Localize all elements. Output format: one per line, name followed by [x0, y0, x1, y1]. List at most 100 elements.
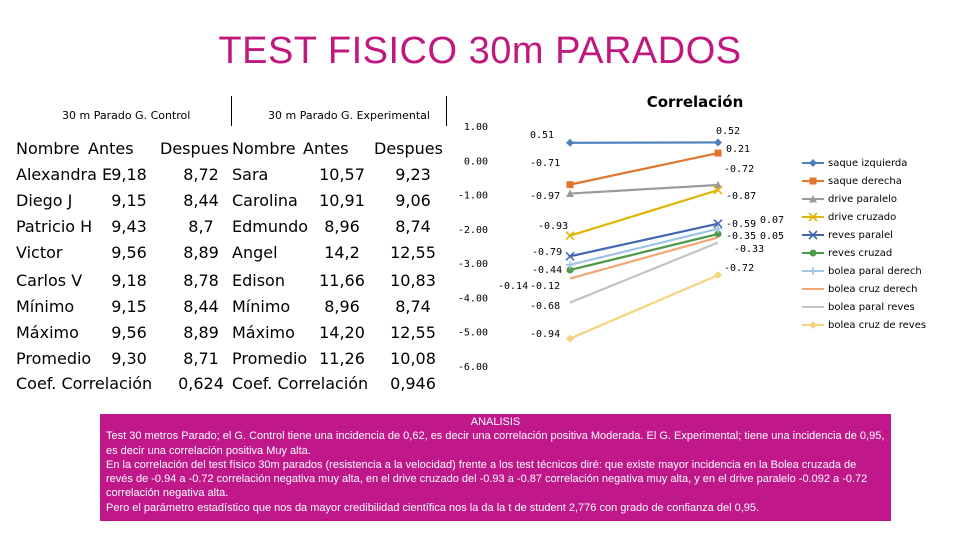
series-line [569, 152, 719, 186]
table-cell: 12,55 [390, 323, 436, 342]
analysis-line-1: Test 30 metros Parado; el G. Control tie… [106, 430, 885, 457]
table-cell: 8,72 [183, 165, 219, 184]
table-cell: Máximo [16, 323, 79, 342]
table-cell: 9,06 [395, 191, 431, 210]
y-tick-label: -5.00 [458, 328, 488, 339]
table-cell: Promedio [16, 349, 92, 368]
legend-item: reves paralel [800, 229, 893, 241]
data-point [565, 231, 575, 241]
chart-title: Correlación [646, 93, 744, 111]
table-cell: 9,56 [111, 243, 147, 262]
table-cell: Edmundo [232, 217, 309, 236]
data-label: 0.51 [530, 130, 554, 141]
table-cell: Carlos V [16, 271, 83, 290]
data-point [809, 267, 817, 275]
legend-label: bolea cruz de reves [828, 320, 927, 331]
data-label: -0.94 [530, 329, 560, 340]
legend-label: saque izquierda [828, 158, 908, 169]
legend-item: reves cruzad [800, 247, 892, 259]
legend-swatch [802, 288, 824, 290]
legend-swatch [802, 249, 824, 257]
data-label: -0.35 [726, 231, 756, 242]
data-point [714, 180, 722, 189]
legend-swatch [802, 159, 824, 167]
data-label: -0.93 [538, 221, 568, 232]
data-label: -0.72 [724, 164, 754, 175]
data-point [713, 219, 723, 229]
table-header-cell: Despues [374, 139, 443, 158]
table-divider [231, 96, 232, 126]
legend-label: reves cruzad [828, 248, 893, 259]
data-point [566, 260, 574, 269]
table-cell: 0,624 [178, 374, 224, 393]
table-cell: Mínimo [232, 297, 291, 316]
table-cell: 8,44 [183, 297, 219, 316]
data-label: -0.97 [530, 191, 560, 202]
correlation-chart: 1.00 0.00 -1.00 -2.00 -3.00 -4.00 -5.00 -6.00 0… [458, 122, 784, 373]
data-point [809, 249, 817, 257]
legend-item: bolea paral derech [800, 265, 922, 277]
y-tick-label: 0.00 [464, 156, 488, 167]
table-cell: 11,66 [319, 271, 365, 290]
legend-label: drive cruzado [828, 212, 897, 223]
legend-swatch [802, 177, 824, 185]
table-cell: 8,7 [188, 217, 214, 236]
data-label: -0.72 [724, 263, 754, 274]
table-cell: Patricio H [16, 217, 93, 236]
data-point [714, 224, 722, 233]
table-cell: 8,96 [324, 217, 360, 236]
table-cell: 9,56 [111, 323, 147, 342]
legend-item: bolea cruz de reves [800, 319, 926, 331]
y-tick-label: -3.00 [458, 259, 488, 270]
legend-item: saque derecha [800, 175, 902, 187]
table-cell: Mínimo [16, 297, 75, 316]
table-cell: 10,91 [319, 191, 365, 210]
table-cell: Victor [16, 243, 63, 262]
y-tick-label: -6.00 [458, 362, 488, 373]
data-point [566, 266, 574, 274]
data-point [566, 181, 574, 189]
table-cell: 9,30 [111, 349, 147, 368]
series-line [569, 274, 719, 340]
legend-swatch [802, 195, 824, 203]
data-point [565, 251, 575, 261]
table-cell: 8,78 [183, 271, 219, 290]
series-line [569, 189, 719, 237]
data-label: -0.87 [726, 191, 756, 202]
table-cell: 8,71 [183, 349, 219, 368]
legend-item: drive cruzado [800, 211, 896, 223]
table-cell: 8,74 [395, 297, 431, 316]
table-header-cell: Nombre [16, 139, 80, 158]
data-point [566, 138, 574, 147]
table-cell: 11,26 [319, 349, 365, 368]
data-label: 0.52 [716, 126, 740, 137]
data-point [566, 334, 574, 343]
analysis-line-2: En la correlación del test físico 30m pa… [106, 458, 868, 500]
series-line [569, 183, 719, 195]
table-cell: 8,96 [324, 297, 360, 316]
series-drive-cruzado [565, 185, 723, 241]
table-cell: Coef. Correlación [16, 374, 153, 393]
data-label: -0.33 [734, 244, 764, 255]
table-cell: 0,946 [390, 374, 436, 393]
table-cell: Angel [232, 243, 278, 262]
series-drive-paralelo [566, 180, 722, 198]
legend-label: saque derecha [828, 176, 902, 187]
table-cell: 8,44 [183, 191, 219, 210]
table-cell: Máximo [232, 323, 295, 342]
table-cell: 14,2 [324, 243, 360, 262]
data-label: -0.59 [726, 219, 756, 230]
data-point [809, 177, 817, 185]
table-cell: 9,43 [111, 217, 147, 236]
analysis-box: ANALISIS Test 30 metros Parado; el G. Co… [100, 414, 891, 521]
legend-label: bolea paral reves [828, 302, 915, 313]
series-reves-cruzad [566, 230, 722, 274]
data-point [809, 195, 817, 203]
table-cell: 9,15 [111, 191, 147, 210]
data-point [808, 212, 818, 222]
table-cell: Sara [232, 165, 269, 184]
series-bolea-paral-reves [569, 241, 719, 304]
table-cell: 10,57 [319, 165, 365, 184]
table-cell: 8,89 [183, 243, 219, 262]
table-cell: Alexandra E [16, 165, 113, 184]
